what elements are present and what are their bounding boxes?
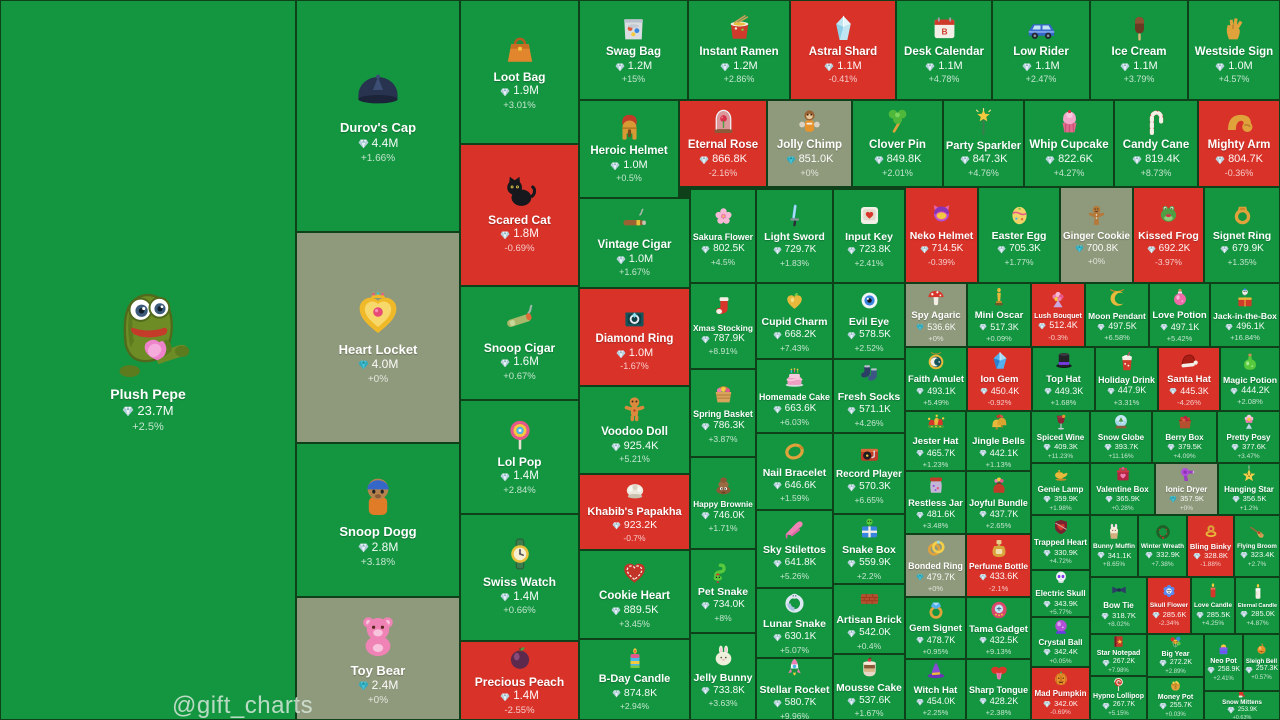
svg-text:$: $ <box>1174 685 1177 689</box>
svg-text:B: B <box>941 26 947 36</box>
svg-text:25: 25 <box>1173 639 1178 644</box>
